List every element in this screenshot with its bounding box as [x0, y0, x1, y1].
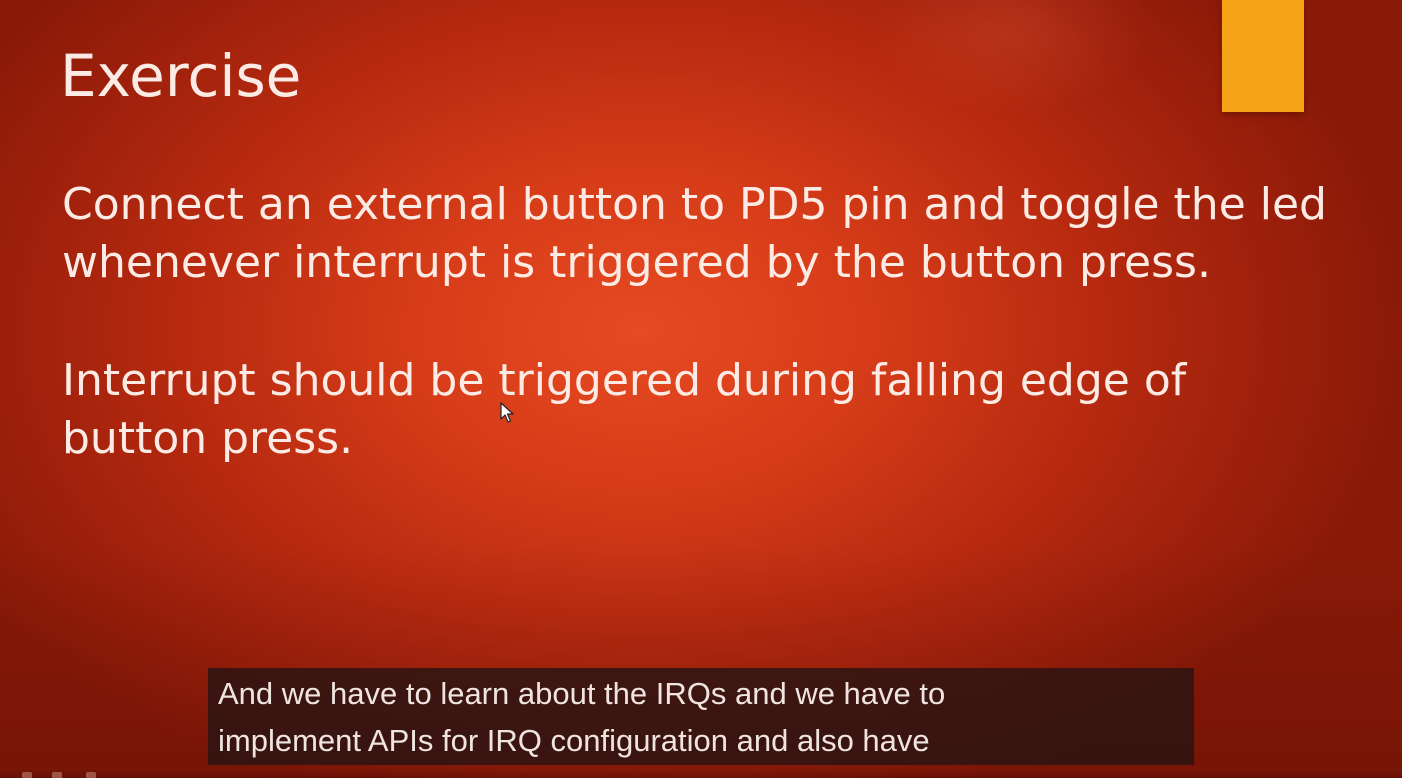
caption-line-2: implement APIs for IRQ configuration and…	[218, 723, 930, 758]
slide-pen-icon[interactable]	[86, 772, 96, 778]
mouse-pointer-icon	[500, 402, 514, 423]
exercise-instruction: Connect an external button to PD5 pin an…	[62, 179, 1327, 288]
subtitle-caption: And we have to learn about the IRQs and …	[208, 668, 1194, 765]
slide-prev-icon[interactable]	[22, 772, 32, 778]
slide-bottom-bar	[0, 770, 1402, 778]
slide-menu-icon[interactable]	[52, 772, 62, 778]
accent-block	[1222, 0, 1304, 112]
exercise-requirement: Interrupt should be triggered during fal…	[62, 355, 1187, 464]
slide-title: Exercise	[60, 42, 302, 110]
caption-line-1: And we have to learn about the IRQs and …	[218, 676, 946, 711]
